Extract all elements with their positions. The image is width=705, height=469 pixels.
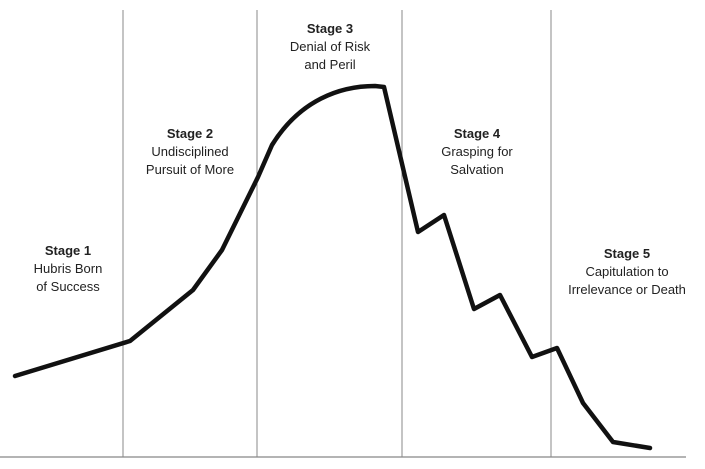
- stage-4-title: Stage 4: [453, 126, 501, 141]
- stage-2-label: Stage 2 Undisciplined Pursuit of More: [100, 125, 280, 179]
- stage-4-label: Stage 4 Grasping for Salvation: [387, 125, 567, 179]
- decline-curve: [12, 83, 653, 451]
- stage-3-desc-line-2: and Peril: [304, 57, 356, 72]
- stage-3-title: Stage 3: [306, 21, 354, 36]
- stage-4-desc-line-1: Grasping for: [441, 144, 513, 159]
- stage-4-desc-line-2: Salvation: [450, 162, 504, 177]
- stage-5-label: Stage 5 Capitulation to Irrelevance or D…: [537, 245, 705, 299]
- stage-3-desc-line-1: Denial of Risk: [289, 39, 371, 54]
- stage-1-desc-line-1: Hubris Born: [33, 261, 103, 276]
- stage-2-title: Stage 2: [166, 126, 214, 141]
- stage-1-desc-line-2: of Success: [36, 279, 100, 294]
- stage-2-desc-line-2: Pursuit of More: [145, 162, 235, 177]
- stage-2-desc-line-1: Undisciplined: [151, 144, 229, 159]
- stage-3-label: Stage 3 Denial of Risk and Peril: [240, 20, 420, 74]
- stage-1-title: Stage 1: [44, 243, 92, 258]
- stage-5-desc-line-2: Irrelevance or Death: [568, 282, 686, 297]
- stage-5-title: Stage 5: [603, 246, 651, 261]
- stage-5-desc-line-1: Capitulation to: [585, 264, 669, 279]
- stage-1-label: Stage 1 Hubris Born of Success: [0, 242, 158, 296]
